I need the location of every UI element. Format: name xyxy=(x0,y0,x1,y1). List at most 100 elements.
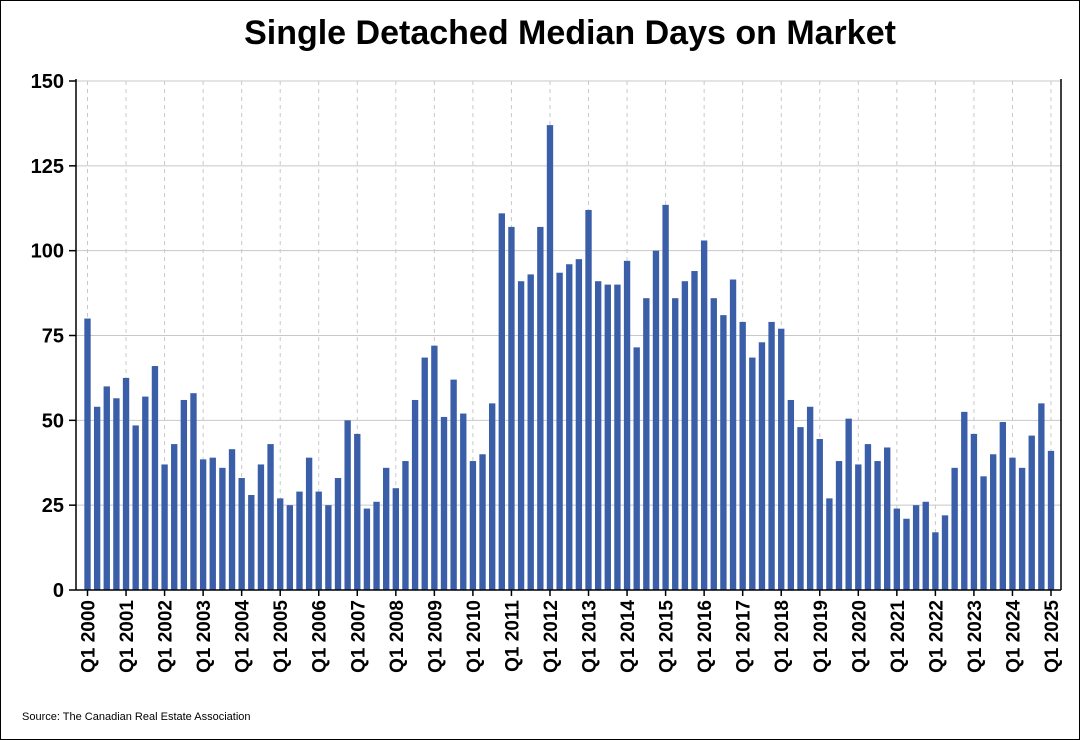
bar xyxy=(681,281,689,590)
bar xyxy=(257,464,265,590)
bar xyxy=(691,271,698,590)
y-tick-label: 25 xyxy=(42,495,64,517)
bar xyxy=(749,357,756,590)
x-tick-label: Q1 2014 xyxy=(618,600,639,673)
bar xyxy=(864,444,872,590)
y-axis-ticks: 0 25 50 75 100 125 150 xyxy=(31,71,76,602)
bar xyxy=(585,209,592,591)
bar xyxy=(190,393,197,590)
x-tick-label: Q1 2018 xyxy=(772,600,793,673)
bar xyxy=(334,478,342,590)
bar xyxy=(720,315,727,590)
bar xyxy=(932,532,939,590)
x-tick-label: Q1 2013 xyxy=(580,600,601,673)
bar xyxy=(383,467,390,590)
bar xyxy=(84,318,91,590)
bar xyxy=(855,464,862,590)
bar xyxy=(633,347,640,590)
bar xyxy=(672,298,679,590)
bar xyxy=(180,399,188,590)
x-tick-label: Q1 2019 xyxy=(811,600,832,673)
bars xyxy=(84,125,1055,591)
chart-title: Single Detached Median Days on Market xyxy=(244,14,896,52)
x-tick-label: Q1 2023 xyxy=(965,600,986,673)
bar xyxy=(344,420,351,590)
x-tick-label: Q1 2002 xyxy=(156,600,177,673)
x-tick-label: Q1 2008 xyxy=(387,600,408,673)
bar xyxy=(739,321,746,590)
bar xyxy=(296,491,303,590)
y-tick-label: 150 xyxy=(31,71,64,93)
x-tick-label: Q1 2016 xyxy=(695,600,716,673)
x-tick-label: Q1 2010 xyxy=(464,600,485,673)
y-tick-label: 100 xyxy=(31,241,64,263)
x-tick-label: Q1 2022 xyxy=(926,600,947,673)
bar xyxy=(469,461,477,590)
bar xyxy=(363,508,371,590)
bar xyxy=(941,515,949,590)
bar xyxy=(816,438,823,590)
x-tick-label: Q1 2003 xyxy=(194,600,215,673)
bar xyxy=(373,501,380,590)
bar xyxy=(103,386,110,590)
bar xyxy=(238,478,245,590)
bar xyxy=(575,259,583,590)
bar xyxy=(990,454,997,590)
bar xyxy=(171,444,178,590)
bar xyxy=(460,413,467,590)
bar xyxy=(537,226,544,590)
bar xyxy=(1018,467,1026,590)
bar xyxy=(402,461,409,590)
bar xyxy=(142,396,149,590)
bar xyxy=(845,418,852,590)
bar xyxy=(806,406,814,590)
bar xyxy=(951,467,958,590)
x-tick-label: Q1 2025 xyxy=(1042,600,1063,673)
bar xyxy=(961,411,968,590)
bar xyxy=(315,491,322,590)
bar xyxy=(1009,457,1016,590)
bar xyxy=(93,406,101,590)
bar xyxy=(508,226,515,590)
bar xyxy=(1047,450,1055,590)
bar xyxy=(980,476,987,590)
x-tick-label: Q1 2009 xyxy=(425,600,446,673)
x-tick-label: Q1 2024 xyxy=(1003,600,1024,673)
bar xyxy=(1028,435,1035,590)
bar xyxy=(151,366,159,590)
x-tick-label: Q1 2020 xyxy=(849,600,870,673)
x-tick-label: Q1 2005 xyxy=(271,600,292,673)
bar xyxy=(623,260,631,590)
bar xyxy=(421,357,428,590)
bar xyxy=(132,425,139,590)
bar xyxy=(199,459,207,590)
x-tick-label: Q1 2021 xyxy=(888,600,909,673)
x-tick-label: Q1 2017 xyxy=(734,600,755,673)
bar xyxy=(228,449,236,590)
x-tick-label: Q1 2015 xyxy=(657,600,678,673)
bar xyxy=(835,461,843,590)
bar xyxy=(517,281,525,590)
bar xyxy=(267,444,274,590)
bar xyxy=(710,298,717,590)
bar xyxy=(604,284,611,590)
y-tick-label: 50 xyxy=(42,410,64,432)
bar xyxy=(440,416,448,590)
bar xyxy=(488,403,496,590)
bar xyxy=(614,284,621,590)
bar xyxy=(778,328,785,590)
bar xyxy=(594,281,602,590)
bar xyxy=(874,461,881,590)
bar xyxy=(277,498,284,590)
bar xyxy=(999,422,1007,590)
bar xyxy=(546,125,554,590)
bar xyxy=(527,274,534,590)
y-tick-label: 125 xyxy=(31,156,64,178)
source-note: Source: The Canadian Real Estate Associa… xyxy=(22,711,251,723)
x-tick-label: Q1 2012 xyxy=(541,600,562,673)
y-tick-label: 75 xyxy=(42,326,64,348)
x-tick-label: Q1 2006 xyxy=(310,600,331,673)
bar xyxy=(219,467,226,590)
x-tick-label: Q1 2001 xyxy=(117,600,138,673)
